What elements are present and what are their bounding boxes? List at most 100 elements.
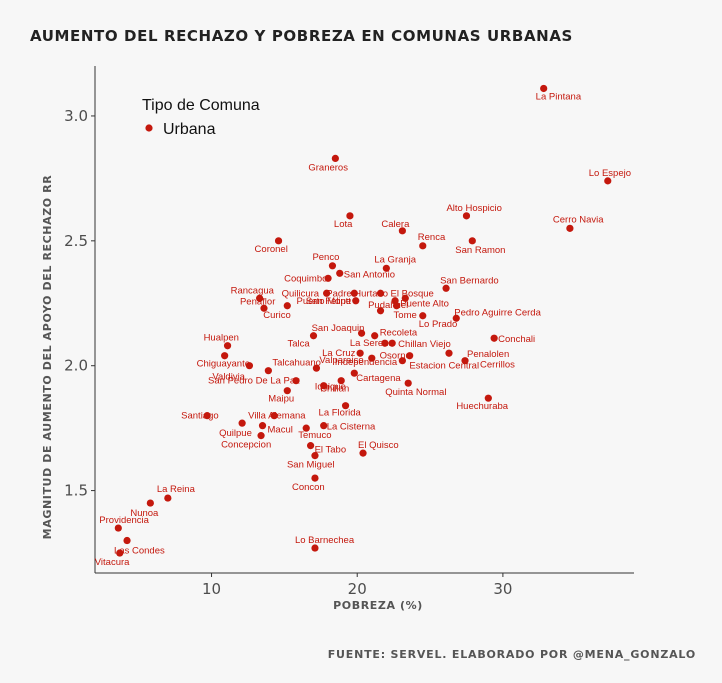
- y-tick-label: 2.0: [64, 357, 88, 375]
- data-label: San Antonio: [344, 269, 395, 280]
- data-point: [468, 237, 476, 245]
- data-label: La Reina: [157, 484, 196, 495]
- legend-title: Tipo de Comuna: [142, 97, 260, 114]
- data-point: [223, 342, 232, 350]
- data-point: [311, 474, 319, 482]
- data-label: San Pedro De La Paz: [208, 376, 300, 387]
- data-point: [401, 294, 409, 302]
- data-point: [398, 357, 406, 365]
- data-label: Puerto Montt: [297, 296, 352, 307]
- legend: Tipo de Comuna Urbana: [142, 97, 260, 138]
- y-tick-label: 2.5: [64, 232, 88, 250]
- data-label: La Serena: [350, 338, 395, 349]
- data-label: Chiguayante: [197, 359, 250, 370]
- data-label: El Bosque: [391, 288, 434, 299]
- data-point: [221, 352, 229, 360]
- data-point: [406, 352, 414, 360]
- data-label: Alto Hospicio: [446, 203, 501, 214]
- axes: 10 20 30 1.5 2.0 2.5 3.0: [64, 66, 634, 598]
- data-label: La Cruz: [322, 348, 356, 359]
- data-label: Coronel: [255, 244, 288, 255]
- data-label: Vitacura: [95, 557, 130, 568]
- data-point: [114, 524, 122, 532]
- data-point: [323, 289, 331, 297]
- data-label: Padre Hurtado: [326, 288, 388, 299]
- data-point: [490, 334, 498, 342]
- data-label: Coquimbo: [284, 273, 327, 284]
- data-point: [123, 536, 131, 545]
- data-label: Maipu: [268, 394, 294, 405]
- x-axis-title: POBREZA (%): [333, 599, 423, 612]
- data-point: [283, 302, 291, 310]
- data-point: [238, 419, 246, 427]
- data-point: [274, 237, 283, 245]
- data-point: [328, 262, 337, 270]
- data-point: [309, 332, 318, 340]
- y-tick-label: 3.0: [64, 107, 88, 125]
- data-point: [337, 377, 345, 385]
- data-label: Quilicura: [282, 288, 320, 299]
- data-point: [388, 339, 396, 347]
- data-label: Osorno: [380, 351, 411, 362]
- data-point: [320, 422, 328, 430]
- data-label: Tome: [394, 310, 417, 321]
- data-label: Providencia: [99, 515, 149, 526]
- data-label: San Bernardo: [440, 275, 499, 286]
- data-point: [356, 349, 364, 357]
- data-label: Nunoa: [130, 508, 159, 519]
- data-point: [357, 329, 366, 337]
- data-point: [258, 422, 267, 430]
- data-point: [324, 274, 332, 282]
- data-point: [283, 387, 291, 395]
- data-label: Cerro Navia: [553, 214, 604, 225]
- data-point: [352, 297, 360, 305]
- y-tick-label: 1.5: [64, 482, 88, 500]
- data-point: [540, 84, 548, 93]
- data-label: Puente Alto: [400, 298, 449, 309]
- data-point: [452, 314, 460, 322]
- data-label: San Ramon: [455, 245, 505, 256]
- data-point: [462, 212, 471, 220]
- x-tick-label: 20: [348, 580, 367, 598]
- data-label: Estacion Central: [409, 361, 479, 372]
- data-point: [381, 339, 389, 347]
- data-labels: La Pintana Lo Espejo Graneros Lota Alto Hosp…: [95, 91, 631, 568]
- data-label: Valdivia: [212, 372, 245, 383]
- data-point: [203, 412, 211, 420]
- data-point: [302, 424, 310, 432]
- data-point: [392, 302, 401, 310]
- data-label: Conchali: [498, 334, 535, 345]
- y-axis-title: MAGNITUD DE AUMENTO DEL APOYO DEL RECHAZ…: [41, 175, 54, 540]
- data-label: Concepcion: [221, 440, 271, 451]
- data-label: Graneros: [308, 162, 348, 173]
- data-point: [442, 284, 450, 292]
- data-point: [245, 362, 254, 370]
- data-point: [341, 402, 350, 410]
- data-label: Cerrillos: [480, 360, 515, 371]
- data-label: La Granja: [374, 254, 416, 265]
- data-label: Chillan Viejo: [398, 339, 451, 350]
- data-point: [146, 499, 154, 507]
- data-point: [311, 544, 319, 552]
- data-point: [376, 307, 385, 315]
- data-point: [359, 449, 367, 457]
- data-point: [382, 264, 390, 272]
- data-label: San Felipe: [306, 296, 351, 307]
- data-label: San Miguel: [287, 460, 335, 471]
- x-tick-label: 10: [202, 580, 221, 598]
- data-label: La Pintana: [536, 91, 582, 102]
- data-point: [350, 369, 358, 377]
- data-point: [260, 304, 268, 312]
- legend-label: Urbana: [163, 121, 216, 138]
- data-point: [307, 442, 315, 450]
- data-point: [398, 227, 406, 235]
- data-label: Temuco: [298, 430, 331, 441]
- data-point: [445, 349, 453, 357]
- data-label: Concon: [292, 482, 325, 493]
- data-label: Penco: [312, 252, 339, 263]
- data-label: Chillan: [320, 384, 349, 395]
- data-label: El Quisco: [358, 440, 399, 451]
- data-label: La Cisterna: [327, 422, 376, 433]
- data-label: Calera: [381, 219, 410, 230]
- data-label: Quinta Normal: [385, 387, 446, 398]
